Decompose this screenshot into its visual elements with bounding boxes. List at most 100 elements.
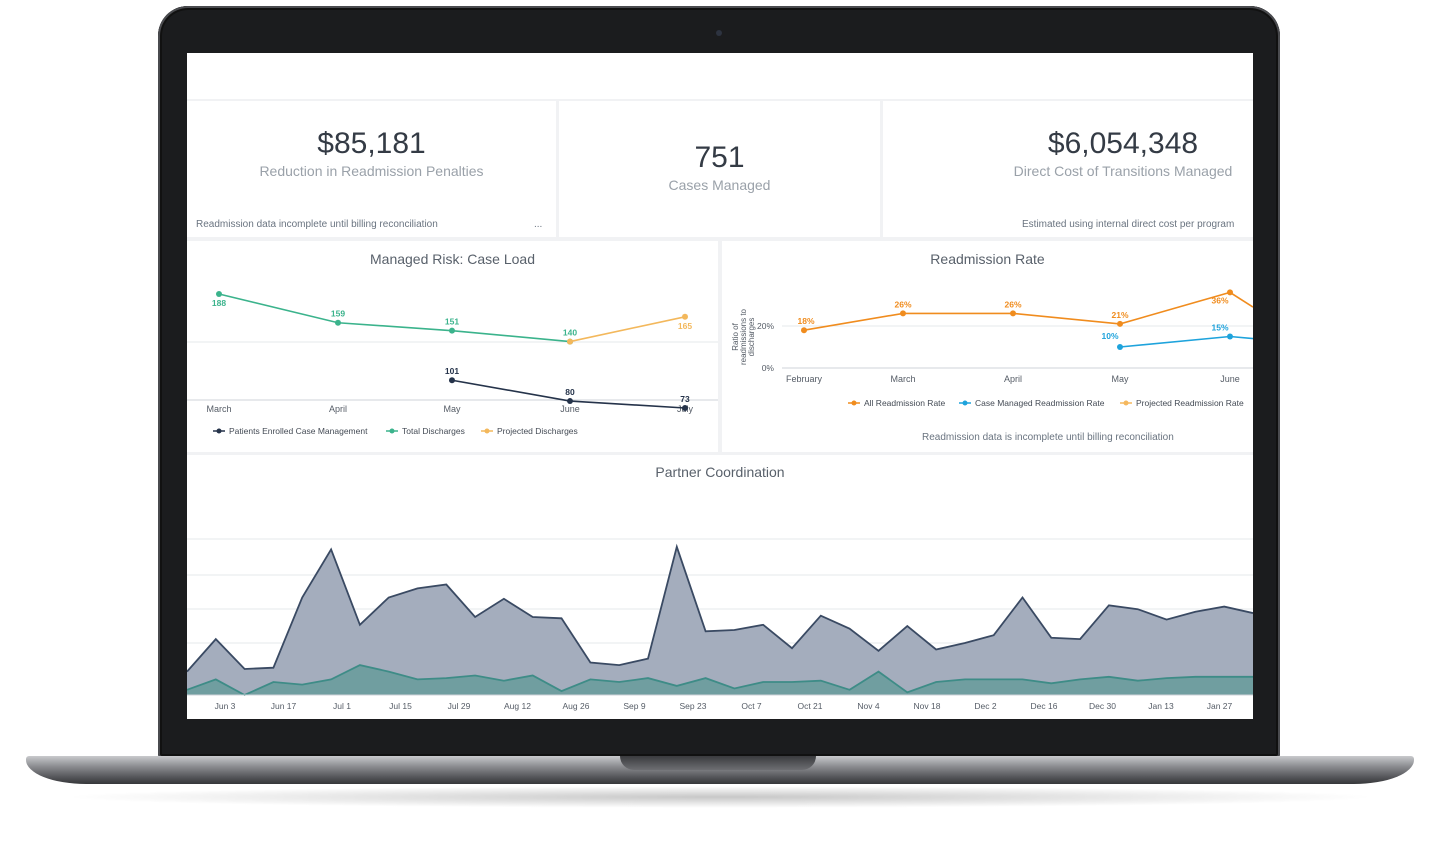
data-label: 101	[445, 366, 459, 376]
y-tick-label: 20%	[757, 321, 774, 331]
x-tick-label: Aug 26	[563, 701, 590, 711]
kpi-value: 751	[694, 141, 745, 174]
data-point	[900, 310, 906, 317]
laptop-shadow	[60, 786, 1380, 808]
panel-title: Readmission Rate	[930, 251, 1045, 267]
data-label: 159	[331, 309, 345, 319]
x-tick-label: Dec 30	[1089, 701, 1116, 711]
legend-marker-dot	[389, 428, 395, 434]
x-tick-label: May	[1111, 374, 1129, 384]
data-label: 18%	[797, 316, 814, 326]
x-tick-label: Oct 21	[797, 701, 822, 711]
laptop-notch	[620, 756, 816, 770]
area-line	[187, 543, 1253, 673]
x-tick-label: Jan 27	[1207, 701, 1233, 711]
series-line	[218, 293, 571, 343]
legend-label: Total Discharges	[402, 426, 465, 436]
x-tick-label: March	[206, 404, 231, 414]
y-tick-label: 0%	[762, 363, 775, 373]
kpi-value: $6,054,348	[1047, 127, 1199, 160]
x-tick-label: April	[329, 404, 347, 414]
x-tick-label: Oct 7	[741, 701, 762, 711]
data-point	[335, 319, 341, 326]
kpi-label: Reduction in Readmission Penalties	[259, 163, 484, 179]
legend-label: Case Managed Readmission Rate	[975, 398, 1105, 408]
legend-marker-dot	[484, 428, 490, 434]
data-point	[567, 398, 573, 405]
data-point	[1227, 289, 1233, 296]
data-label: 165	[678, 321, 692, 331]
x-tick-label: Jul 15	[389, 701, 412, 711]
legend-label: Projected Readmission Rate	[1136, 398, 1244, 408]
data-point	[682, 405, 688, 411]
kpi-note: Estimated using internal direct cost per…	[1022, 219, 1235, 230]
x-tick-label: Jul 29	[448, 701, 471, 711]
data-label: 80	[565, 387, 575, 397]
legend-marker-dot	[1123, 400, 1129, 406]
data-point	[449, 327, 455, 334]
y-axis-label-line: discharges	[747, 318, 756, 357]
panel-title: Partner Coordination	[655, 464, 785, 480]
kpi-card-penalties[interactable]: $85,181 Reduction in Readmission Penalti…	[187, 101, 556, 237]
x-tick-label: Jun 3	[215, 701, 236, 711]
x-tick-label: Dec 16	[1031, 701, 1058, 711]
camera-icon	[716, 30, 722, 36]
series-line	[1119, 335, 1253, 348]
y-axis-label-line: readmissions to	[739, 308, 748, 365]
partner-coordination-panel: Partner Coordination Jun 3 Jun 17 Jul 1 Jul…	[187, 455, 1253, 719]
readmission-rate-panel: Readmission Rate Readmission data is inc…	[722, 241, 1253, 452]
data-label: 26%	[894, 299, 911, 309]
data-label: 15%	[1211, 323, 1228, 333]
top-bar	[187, 53, 1253, 99]
series-line	[569, 316, 686, 343]
x-tick-label: Jul 1	[333, 701, 351, 711]
data-label: 188	[212, 298, 226, 308]
dashboard-screen: $85,181 Reduction in Readmission Penalti…	[187, 53, 1253, 719]
x-tick-label: Sep 9	[623, 701, 645, 711]
data-point	[801, 327, 807, 334]
data-label: 151	[445, 317, 459, 327]
kpi-card-cases[interactable]: 751 Cases Managed	[559, 101, 880, 237]
readmission-rate-chart: 20% 0% Ratio ofreadmissions todischarges Fe…	[731, 289, 1253, 408]
x-tick-label: March	[890, 374, 915, 384]
y-axis-label-line: Ratio of	[731, 322, 740, 350]
x-tick-label: Jun 17	[271, 701, 297, 711]
area-fill	[187, 546, 1253, 695]
data-point	[567, 338, 573, 345]
x-tick-label: February	[786, 374, 823, 384]
data-label: 10%	[1101, 331, 1118, 341]
data-point	[682, 313, 688, 320]
y-axis-label: Ratio ofreadmissions todischarges	[731, 308, 756, 365]
area-line	[187, 664, 1253, 697]
kpi-note: Readmission data incomplete until billin…	[196, 219, 438, 230]
data-label: 21%	[1111, 310, 1128, 320]
x-tick-label: Nov 4	[857, 701, 879, 711]
x-tick-label: Jan 13	[1148, 701, 1174, 711]
data-point	[1010, 310, 1016, 317]
legend-marker-dot	[216, 428, 222, 434]
area-fill	[187, 665, 1253, 695]
more-menu-button[interactable]: ...	[534, 219, 543, 230]
kpi-label: Cases Managed	[668, 177, 771, 193]
data-label: 26%	[1004, 299, 1021, 309]
x-tick-label: June	[560, 404, 580, 414]
x-tick-label: May	[443, 404, 461, 414]
data-label: 140	[563, 328, 577, 338]
data-point	[1227, 333, 1233, 340]
x-tick-label: Sep 23	[680, 701, 707, 711]
data-point	[1117, 320, 1123, 327]
kpi-card-direct-cost[interactable]: $6,054,348 Direct Cost of Transitions Ma…	[883, 101, 1253, 237]
case-load-chart: MarchAprilMayJuneJuly1018073188159151140…	[187, 291, 718, 436]
x-tick-label: Aug 12	[504, 701, 531, 711]
x-tick-label: April	[1004, 374, 1022, 384]
readmission-note: Readmission data is incomplete until bil…	[922, 432, 1174, 443]
legend-label: Patients Enrolled Case Management	[229, 426, 368, 436]
legend-marker-dot	[851, 400, 857, 406]
x-tick-label: Dec 2	[974, 701, 996, 711]
data-point	[449, 377, 455, 384]
legend-label: All Readmission Rate	[864, 398, 946, 408]
panel-title: Managed Risk: Case Load	[370, 251, 535, 267]
legend-marker-dot	[962, 400, 968, 406]
series-line	[803, 291, 1253, 331]
data-label: 73	[680, 394, 690, 404]
